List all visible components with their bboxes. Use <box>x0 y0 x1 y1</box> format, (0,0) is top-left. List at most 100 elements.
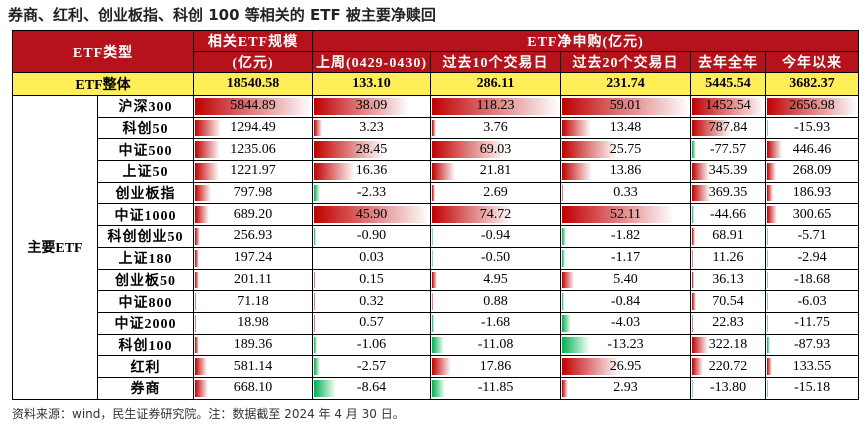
data-bar <box>314 141 386 159</box>
value-text: -0.50 <box>480 250 511 266</box>
data-bar <box>692 98 765 115</box>
value-text: 1294.49 <box>230 120 276 136</box>
value-text: 668.10 <box>233 380 273 396</box>
data-bar <box>692 336 708 354</box>
value-text: 13.86 <box>609 163 642 179</box>
value-text: -15.93 <box>793 120 831 136</box>
value-text: -0.90 <box>356 228 387 244</box>
etf-name: 中证1000 <box>96 203 195 227</box>
value-text: -2.57 <box>356 358 387 374</box>
data-bar <box>314 98 410 115</box>
value-cell: 38.09 <box>312 95 432 118</box>
value-cell: 1235.06 <box>193 138 314 162</box>
data-bar <box>692 293 696 310</box>
data-bar <box>692 163 710 180</box>
value-text: 2.93 <box>613 380 638 396</box>
data-bar <box>562 98 690 115</box>
total-value: 231.74 <box>560 72 692 96</box>
value-text: 71.18 <box>237 293 269 309</box>
total-value: 3682.37 <box>765 72 860 96</box>
value-cell: 71.18 <box>193 290 314 313</box>
etf-name: 上证50 <box>96 160 195 183</box>
data-bar <box>432 293 433 310</box>
data-bar <box>562 379 569 397</box>
data-bar <box>767 206 778 224</box>
data-bar <box>432 379 445 397</box>
value-text: 197.24 <box>233 250 273 266</box>
value-cell: 0.57 <box>312 311 432 335</box>
header-cell: 今年以来 <box>765 51 860 73</box>
value-cell: -0.94 <box>430 225 562 248</box>
header-cell: 上周(0429-0430) <box>312 51 432 73</box>
value-text: 17.86 <box>479 358 512 374</box>
value-cell: 268.09 <box>765 160 860 183</box>
data-bar <box>195 293 197 310</box>
value-cell: -1.17 <box>560 246 692 270</box>
value-text: -2.33 <box>356 185 387 201</box>
value-text: -0.94 <box>480 228 511 244</box>
value-cell: -87.93 <box>765 333 860 357</box>
value-cell: -1.82 <box>560 225 692 248</box>
value-text: 797.98 <box>233 185 273 201</box>
value-text: -11.85 <box>477 380 514 396</box>
value-text: 0.57 <box>359 315 384 331</box>
value-text: -2.94 <box>797 250 827 266</box>
value-text: 16.36 <box>355 163 388 179</box>
value-cell: -2.33 <box>312 181 432 205</box>
total-value: 18540.58 <box>193 72 314 96</box>
etf-table: ETF类型 相关ETF规模 ETF净申购(亿元) (亿元) 上周(0429-04… <box>11 30 860 400</box>
value-cell: 220.72 <box>690 355 767 378</box>
value-cell: 28.45 <box>312 138 432 162</box>
data-bar <box>195 119 221 137</box>
etf-name: 科创创业50 <box>96 225 195 248</box>
data-row: 主要ETF 沪深300 5844.89 38.09 118.23 59.01 1452.54… <box>12 95 860 400</box>
value-text: 2656.98 <box>789 98 835 114</box>
value-cell: 369.35 <box>690 181 767 205</box>
value-text: -11.08 <box>477 336 514 352</box>
value-cell: -77.57 <box>690 138 767 162</box>
value-cell: 186.93 <box>765 181 860 205</box>
value-text: -18.68 <box>793 271 831 287</box>
value-cell: -0.50 <box>430 246 562 270</box>
etf-name: 中证800 <box>96 290 195 313</box>
data-bar <box>767 184 774 202</box>
value-text: -44.66 <box>709 206 747 222</box>
value-text: 0.03 <box>359 250 384 266</box>
value-cell: 300.65 <box>765 203 860 227</box>
value-cell: 1294.49 <box>193 116 314 140</box>
value-cell: 797.98 <box>193 181 314 205</box>
value-cell: 2.93 <box>560 376 692 400</box>
value-cell: -2.57 <box>312 355 432 378</box>
value-text: 13.48 <box>609 120 642 136</box>
value-text: 68.91 <box>712 228 744 244</box>
total-value: 286.11 <box>430 72 562 96</box>
data-bar <box>767 336 770 354</box>
value-text: -6.03 <box>797 293 827 309</box>
value-cell: -15.18 <box>765 376 860 400</box>
data-bar <box>562 141 618 159</box>
value-text: 345.39 <box>708 163 748 179</box>
data-row: 上证180 197.24 0.03 -0.50 -1.17 11.26 -2.94 <box>13 246 860 270</box>
header-cell: 过去20个交易日 <box>560 51 692 73</box>
value-cell: 13.48 <box>560 116 692 140</box>
value-text: 1235.06 <box>230 141 276 157</box>
etf-name: 红利 <box>96 355 195 378</box>
value-cell: 3.23 <box>312 116 432 140</box>
data-row: 创业板50 201.11 0.15 4.95 5.40 36.13 -18.68 <box>13 268 860 292</box>
data-bar <box>195 163 220 180</box>
data-bar <box>314 184 320 202</box>
value-text: 0.32 <box>359 293 384 309</box>
etf-name: 科创100 <box>96 333 195 357</box>
data-bar <box>692 379 693 397</box>
value-cell: 16.36 <box>312 160 432 183</box>
total-name: ETF整体 <box>11 72 195 96</box>
value-cell: 0.33 <box>560 181 692 205</box>
value-cell: 21.81 <box>430 160 562 183</box>
value-cell: 322.18 <box>690 333 767 357</box>
data-bar <box>432 141 507 159</box>
value-text: -1.06 <box>356 336 387 352</box>
value-cell: -1.06 <box>312 333 432 357</box>
data-row: 科创100 189.36 -1.06 -11.08 -13.23 322.18 -87.93 <box>13 333 860 357</box>
value-text: 4.95 <box>483 271 508 287</box>
value-text: 11.26 <box>712 250 744 266</box>
